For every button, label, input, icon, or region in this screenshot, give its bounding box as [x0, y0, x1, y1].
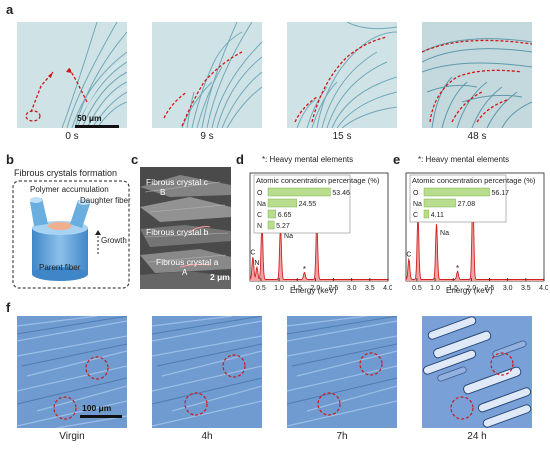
eds-e-bar-value-0: 56.17 — [492, 190, 510, 197]
eds-d-xtick-label-4: 2.5 — [329, 285, 339, 292]
eds-e-bar-value-1: 27.08 — [458, 201, 476, 208]
marker-b: B — [160, 188, 166, 197]
eds-d-bar-value-1: 24.55 — [299, 201, 317, 208]
eds-d-bar-category-0: O — [257, 190, 263, 197]
scale-bar-f — [80, 415, 122, 418]
eds-d-xtick-label-1: 1.0 — [274, 285, 284, 292]
label-crystal-a: Fibrous crystal a — [156, 257, 219, 267]
eds-e-xtick-label-2: 1.5 — [448, 285, 458, 292]
time-label-f1: Virgin — [59, 431, 85, 442]
eds-e-bar-category-1: Na — [413, 201, 422, 208]
eds-d-bar-2 — [267, 209, 277, 219]
fiber-schematic — [12, 180, 130, 289]
scale-label-c: 2 μm — [210, 272, 230, 282]
eds-d-bar-value-3: 5.27 — [276, 223, 290, 230]
eds-d-bar-category-1: Na — [257, 201, 266, 208]
eds-d-bar-value-0: 53.46 — [332, 190, 350, 197]
panel-a-frame-3 — [287, 22, 397, 128]
eds-d-bar-value-2: 6.65 — [278, 212, 292, 219]
sem-image — [140, 167, 231, 289]
eds-d-bar-3 — [267, 220, 275, 230]
panel-e-label: e — [393, 152, 401, 167]
xlabel-d: Energy (keV) — [290, 286, 337, 295]
eds-e-bar-1 — [423, 198, 456, 208]
scale-bar-a — [75, 125, 119, 128]
panel-b-label: b — [6, 152, 14, 167]
eds-e-bar-category-0: O — [413, 190, 419, 197]
panel-d-label: d — [236, 152, 244, 167]
panel-a-frame-2 — [152, 22, 262, 128]
label-parent-fiber: Parent fiber — [39, 263, 81, 272]
panel-a-frame-1 — [17, 22, 127, 128]
eds-d-bar-category-3: N — [257, 223, 262, 230]
panel-f-frame-4 — [422, 316, 532, 428]
label-polymer-accumulation: Polymer accumulation — [30, 185, 109, 194]
eds-e-xtick-label-0: 0.5 — [412, 285, 422, 292]
panel-b-title: Fibrous crystals formation — [14, 168, 118, 178]
eds-d-peak-label-3: Na — [284, 233, 293, 240]
eds-e-peak-label-2: Na — [440, 230, 449, 237]
time-label-a1: 0 s — [65, 131, 79, 142]
eds-d-xtick-label-2: 1.5 — [292, 285, 302, 292]
time-label-f2: 4h — [201, 431, 213, 442]
label-crystal-b: Fibrous crystal b — [146, 227, 209, 237]
panel-f-frame-2 — [152, 316, 262, 428]
time-label-a2: 9 s — [200, 131, 214, 142]
legend-e: *: Heavy mental elements — [418, 155, 510, 164]
eds-chart-e: 0.51.01.52.02.53.03.54.0CONa**O56.17Na27… — [405, 172, 548, 292]
eds-e-xtick-label-7: 4.0 — [539, 285, 548, 292]
panel-f-label: f — [6, 300, 11, 315]
bar-title-e: Atomic concentration percentage (%) — [412, 176, 536, 185]
eds-d-xtick-label-5: 3.0 — [347, 285, 357, 292]
legend-d: *: Heavy mental elements — [262, 155, 354, 164]
label-growth: Growth — [101, 236, 127, 245]
eds-d-xtick-label-3: 2.0 — [311, 285, 321, 292]
eds-e-bar-2 — [423, 209, 430, 219]
panel-f-frame-3 — [287, 316, 397, 428]
eds-d-xtick-label-7: 4.0 — [383, 285, 392, 292]
eds-e-bar-category-2: C — [413, 212, 418, 219]
panel-c-label: c — [131, 152, 139, 167]
scale-label-a: 50 μm — [77, 113, 102, 123]
scale-label-f: 100 μm — [82, 403, 112, 413]
panel-a-label: a — [6, 2, 14, 17]
eds-d-xtick-label-6: 3.5 — [365, 285, 375, 292]
label-crystal-c: Fibrous crystal c — [146, 177, 208, 187]
eds-d-spectrum-line — [249, 223, 388, 280]
time-label-a3: 15 s — [332, 131, 352, 142]
time-label-f3: 7h — [336, 431, 348, 442]
label-daughter-fiber: Daughter fiber — [80, 196, 131, 205]
time-label-f4: 24 h — [467, 431, 487, 442]
eds-e-xtick-label-6: 3.5 — [521, 285, 531, 292]
eds-e-bar-value-2: 4.11 — [431, 212, 444, 219]
eds-e-xtick-label-5: 3.0 — [503, 285, 513, 292]
eds-e-star-3: * — [456, 264, 459, 273]
eds-d-star-4: * — [303, 265, 306, 274]
time-label-a4: 48 s — [467, 131, 487, 142]
eds-e-xtick-label-4: 2.5 — [485, 285, 495, 292]
bar-title-d: Atomic concentration percentage (%) — [256, 176, 380, 185]
eds-d-bar-category-2: C — [257, 212, 262, 219]
eds-d-bar-1 — [267, 198, 297, 208]
eds-e-bar-0 — [423, 187, 490, 197]
panel-a-frame-4 — [422, 22, 532, 128]
eds-d-peak-label-1: N — [254, 260, 259, 267]
panel-f-frame-1 — [17, 316, 127, 428]
eds-d-xtick-label-0: 0.5 — [256, 285, 266, 292]
eds-e-peak-label-0: C — [406, 252, 411, 259]
marker-a: A — [182, 268, 188, 277]
eds-e-xtick-label-3: 2.0 — [467, 285, 477, 292]
eds-e-spectrum-line — [405, 193, 544, 280]
eds-chart-d: 0.51.01.52.02.53.03.54.0CNONa**O53.46Na2… — [249, 172, 392, 292]
eds-d-peak-label-0: C — [250, 250, 255, 257]
eds-e-xtick-label-1: 1.0 — [430, 285, 440, 292]
xlabel-e: Energy (keV) — [446, 286, 493, 295]
eds-d-bar-0 — [267, 187, 331, 197]
